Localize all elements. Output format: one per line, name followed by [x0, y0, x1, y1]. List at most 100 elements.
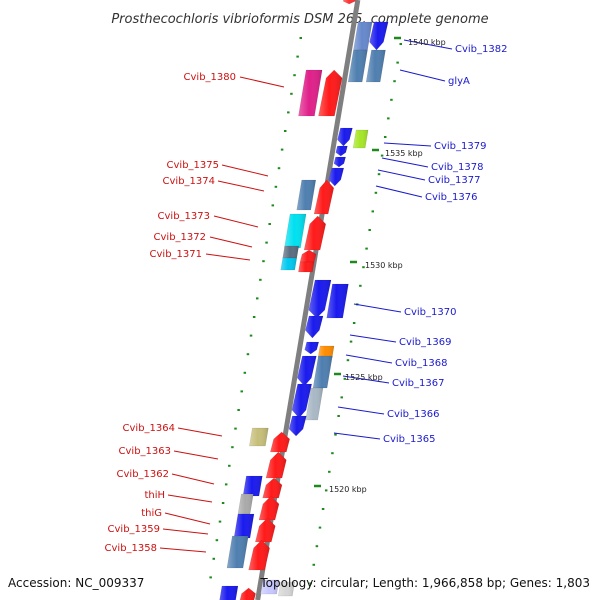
- leader-line-19: [353, 303, 402, 313]
- gene-shading-19: [298, 262, 315, 272]
- gene-label-cvib-1362[interactable]: Cvib_1362: [117, 469, 169, 480]
- leader-line-16: [381, 157, 429, 168]
- gene-shading-26: [313, 356, 333, 388]
- leader-line-12: [159, 547, 207, 553]
- gene-shading-42: [239, 588, 256, 600]
- gene-label-cvib-1369[interactable]: Cvib_1369: [399, 337, 451, 348]
- gene-label-thih[interactable]: thiH: [144, 490, 165, 501]
- leader-line-11: [162, 528, 209, 535]
- leader-line-24: [333, 432, 381, 440]
- gene-shading-27: [292, 384, 312, 418]
- kbp-labels: 1540 kbp 1535 kbp 1530 kbp 1525 kbp 1520…: [329, 38, 446, 494]
- gene-shading-32: [266, 452, 287, 478]
- gene-label-cvib-1377[interactable]: Cvib_1377: [428, 175, 480, 186]
- tick-marks: [209, 36, 402, 585]
- leader-line-15: [383, 142, 432, 147]
- leader-line-2: [217, 180, 265, 192]
- gene-shading-24: [318, 346, 335, 358]
- leader-line-1: [221, 164, 269, 177]
- gene-shading-4: [366, 50, 386, 82]
- gene-label-cvib-1365[interactable]: Cvib_1365: [383, 434, 435, 445]
- gene-shading-8: [353, 130, 369, 148]
- leader-line-8: [171, 473, 215, 485]
- gene-label-thig[interactable]: thiG: [141, 508, 162, 519]
- gene-shading-5: [298, 70, 323, 116]
- gene-shading-40: [248, 540, 270, 570]
- gene-shading-31: [270, 432, 290, 452]
- left-gene-labels: Cvib_1380 Cvib_1375 Cvib_1374 Cvib_1373 …: [105, 72, 236, 554]
- gene-label-cvib-1371[interactable]: Cvib_1371: [150, 249, 202, 260]
- gene-shading-38: [255, 518, 276, 542]
- gene-shading-12: [296, 180, 316, 210]
- gene-label-glya[interactable]: glyA: [448, 76, 470, 87]
- gene-shading-20: [308, 280, 332, 318]
- leader-line-17: [377, 169, 426, 181]
- kbp-label-1520: 1520 kbp: [329, 485, 367, 494]
- leader-line-21: [345, 354, 393, 364]
- gene-label-cvib-1382[interactable]: Cvib_1382: [455, 44, 507, 55]
- gene-shading-28: [305, 388, 324, 420]
- gene-shading-11: [328, 168, 344, 186]
- gene-shading-23: [304, 342, 319, 354]
- leader-line-22: [342, 375, 390, 384]
- leader-line-20: [349, 334, 397, 343]
- gene-label-cvib-1374[interactable]: Cvib_1374: [163, 176, 215, 187]
- gene-label-cvib-1366[interactable]: Cvib_1366: [387, 409, 439, 420]
- gene-shading-1: [353, 22, 373, 50]
- gene-label-cvib-1380[interactable]: Cvib_1380: [184, 72, 236, 83]
- gene-shading-41: [219, 586, 238, 600]
- leader-line-10: [164, 512, 211, 525]
- gene-label-cvib-1368[interactable]: Cvib_1368: [395, 358, 447, 369]
- gene-shading-13: [314, 180, 334, 214]
- leader-line-13: [403, 39, 453, 50]
- leader-line-7: [173, 450, 219, 460]
- gene-shading-10: [333, 157, 346, 167]
- gene-shading-29: [289, 416, 307, 436]
- gene-shading-30: [249, 428, 269, 446]
- gene-shading-35: [237, 494, 254, 514]
- gene-shading-18: [280, 258, 297, 270]
- gene-shading-21: [326, 284, 349, 318]
- leader-line-3: [213, 215, 259, 228]
- leader-line-0: [239, 76, 285, 88]
- gene-shading-37: [233, 514, 254, 538]
- gene-label-cvib-1359[interactable]: Cvib_1359: [108, 524, 160, 535]
- gene-label-cvib-1364[interactable]: Cvib_1364: [123, 423, 175, 434]
- topology-text: Topology: circular; Length: 1,966,858 bp…: [259, 576, 590, 590]
- gene-shading-34: [262, 478, 283, 498]
- gene-label-cvib-1363[interactable]: Cvib_1363: [119, 446, 171, 457]
- leader-line-5: [205, 253, 251, 261]
- kbp-label-1525: 1525 kbp: [345, 373, 383, 382]
- gene-label-cvib-1379[interactable]: Cvib_1379: [434, 141, 486, 152]
- gene-shading-2: [369, 22, 389, 50]
- leader-line-23: [337, 406, 385, 415]
- gene-label-cvib-1373[interactable]: Cvib_1373: [158, 211, 210, 222]
- map-title: Prosthecochloris vibrioformis DSM 265, c…: [111, 12, 488, 27]
- gene-label-cvib-1370[interactable]: Cvib_1370: [404, 307, 456, 318]
- gene-shading-39: [226, 536, 249, 568]
- accession-text: Accession: NC_009337: [8, 576, 144, 590]
- gene-label-cvib-1378[interactable]: Cvib_1378: [431, 162, 483, 173]
- gene-shading-3: [348, 50, 368, 82]
- label-leader-lines: [159, 39, 453, 553]
- gene-shading-14: [284, 214, 307, 248]
- leader-line-14: [399, 69, 446, 82]
- gene-label-cvib-1376[interactable]: Cvib_1376: [425, 192, 477, 203]
- gene-label-cvib-1367[interactable]: Cvib_1367: [392, 378, 444, 389]
- gene-label-cvib-1358[interactable]: Cvib_1358: [105, 543, 157, 554]
- gene-shading-16: [282, 246, 299, 258]
- gene-shading-7: [337, 128, 353, 146]
- gene-label-cvib-1372[interactable]: Cvib_1372: [154, 232, 206, 243]
- gene-shading-33: [243, 476, 263, 496]
- kbp-label-1540: 1540 kbp: [408, 38, 446, 47]
- leader-line-18: [375, 185, 423, 198]
- right-gene-labels: Cvib_1382 glyA Cvib_1379 Cvib_1378 Cvib_…: [383, 44, 507, 445]
- kbp-label-1530: 1530 kbp: [365, 261, 403, 270]
- gene-shading-15: [304, 216, 326, 250]
- gene-shading-9: [335, 146, 348, 156]
- gene-shading-0: [343, 0, 356, 4]
- gene-label-cvib-1375[interactable]: Cvib_1375: [167, 160, 219, 171]
- gene-shading-17: [300, 250, 317, 262]
- gene-features: [219, 0, 389, 600]
